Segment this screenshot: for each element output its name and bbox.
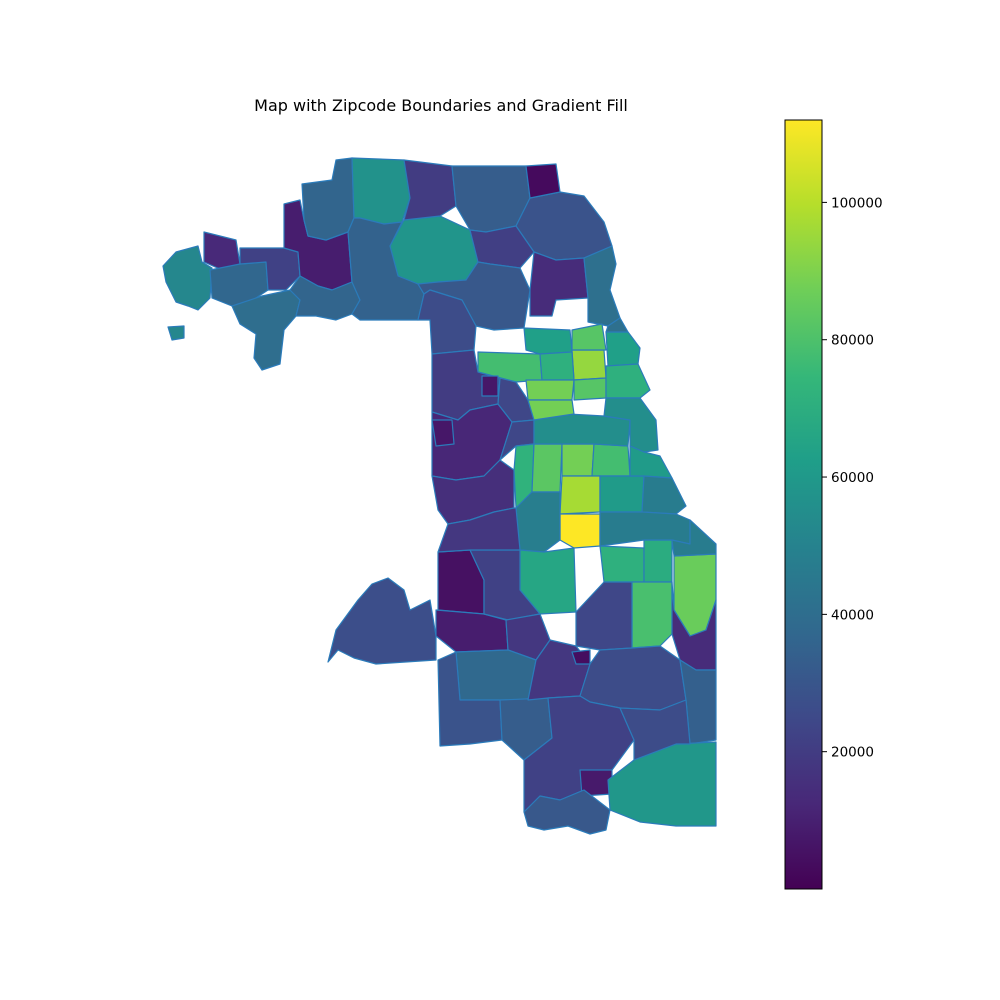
zip-region <box>289 275 361 321</box>
zip-region <box>605 317 629 333</box>
colorbar-tick-label: 40000 <box>831 607 874 623</box>
zip-region <box>162 245 213 311</box>
colorbar: 20000 40000 60000 80000 100000 <box>784 119 883 890</box>
zip-region <box>599 545 645 583</box>
zip-region <box>605 331 641 367</box>
chart-title: Map with Zipcode Boundaries and Gradient… <box>254 96 628 115</box>
zip-region <box>571 649 591 665</box>
zip-region <box>619 699 691 761</box>
zip-region <box>671 519 717 557</box>
zip-region <box>631 581 673 649</box>
zip-region <box>455 649 537 701</box>
zip-region <box>403 159 457 221</box>
zip-region <box>573 377 607 401</box>
zip-region <box>571 349 607 381</box>
zip-region <box>523 789 611 835</box>
zip-region <box>431 419 455 447</box>
zip-region <box>559 475 601 515</box>
zip-region <box>529 251 589 317</box>
zip-region <box>559 513 601 549</box>
zip-region <box>575 581 633 651</box>
zip-region <box>539 351 575 381</box>
colorbar-ticks: 20000 40000 60000 80000 100000 <box>822 195 883 761</box>
zip-region <box>351 157 411 225</box>
zip-region <box>301 157 355 241</box>
zip-region <box>571 323 607 351</box>
zip-region <box>591 443 631 477</box>
zip-region <box>579 645 687 711</box>
colorbar-tick-label: 80000 <box>831 333 874 349</box>
zip-region <box>389 215 479 285</box>
zip-region <box>481 375 499 397</box>
zip-region <box>327 577 437 665</box>
zip-region <box>531 443 563 493</box>
zipcode-map <box>162 157 717 835</box>
zip-region <box>583 245 621 327</box>
zip-region <box>527 399 575 421</box>
zip-region <box>203 231 241 271</box>
colorbar-gradient <box>784 119 823 890</box>
zip-region <box>671 581 717 671</box>
zip-region <box>599 475 645 513</box>
colorbar-tick-label: 60000 <box>831 470 874 486</box>
zip-region <box>533 413 631 447</box>
zip-region <box>523 327 573 355</box>
zip-region <box>515 491 561 553</box>
zip-region <box>525 379 575 401</box>
zip-region <box>561 443 595 477</box>
zip-region <box>525 163 561 199</box>
zip-region <box>607 741 717 827</box>
zip-region <box>437 507 521 553</box>
zip-region <box>605 363 651 399</box>
zip-region <box>641 475 687 515</box>
colorbar-tick-label: 20000 <box>831 745 874 761</box>
colorbar-tick-label: 100000 <box>831 195 883 211</box>
zip-region <box>167 325 185 341</box>
zip-region <box>231 289 301 371</box>
zip-region <box>643 539 673 583</box>
